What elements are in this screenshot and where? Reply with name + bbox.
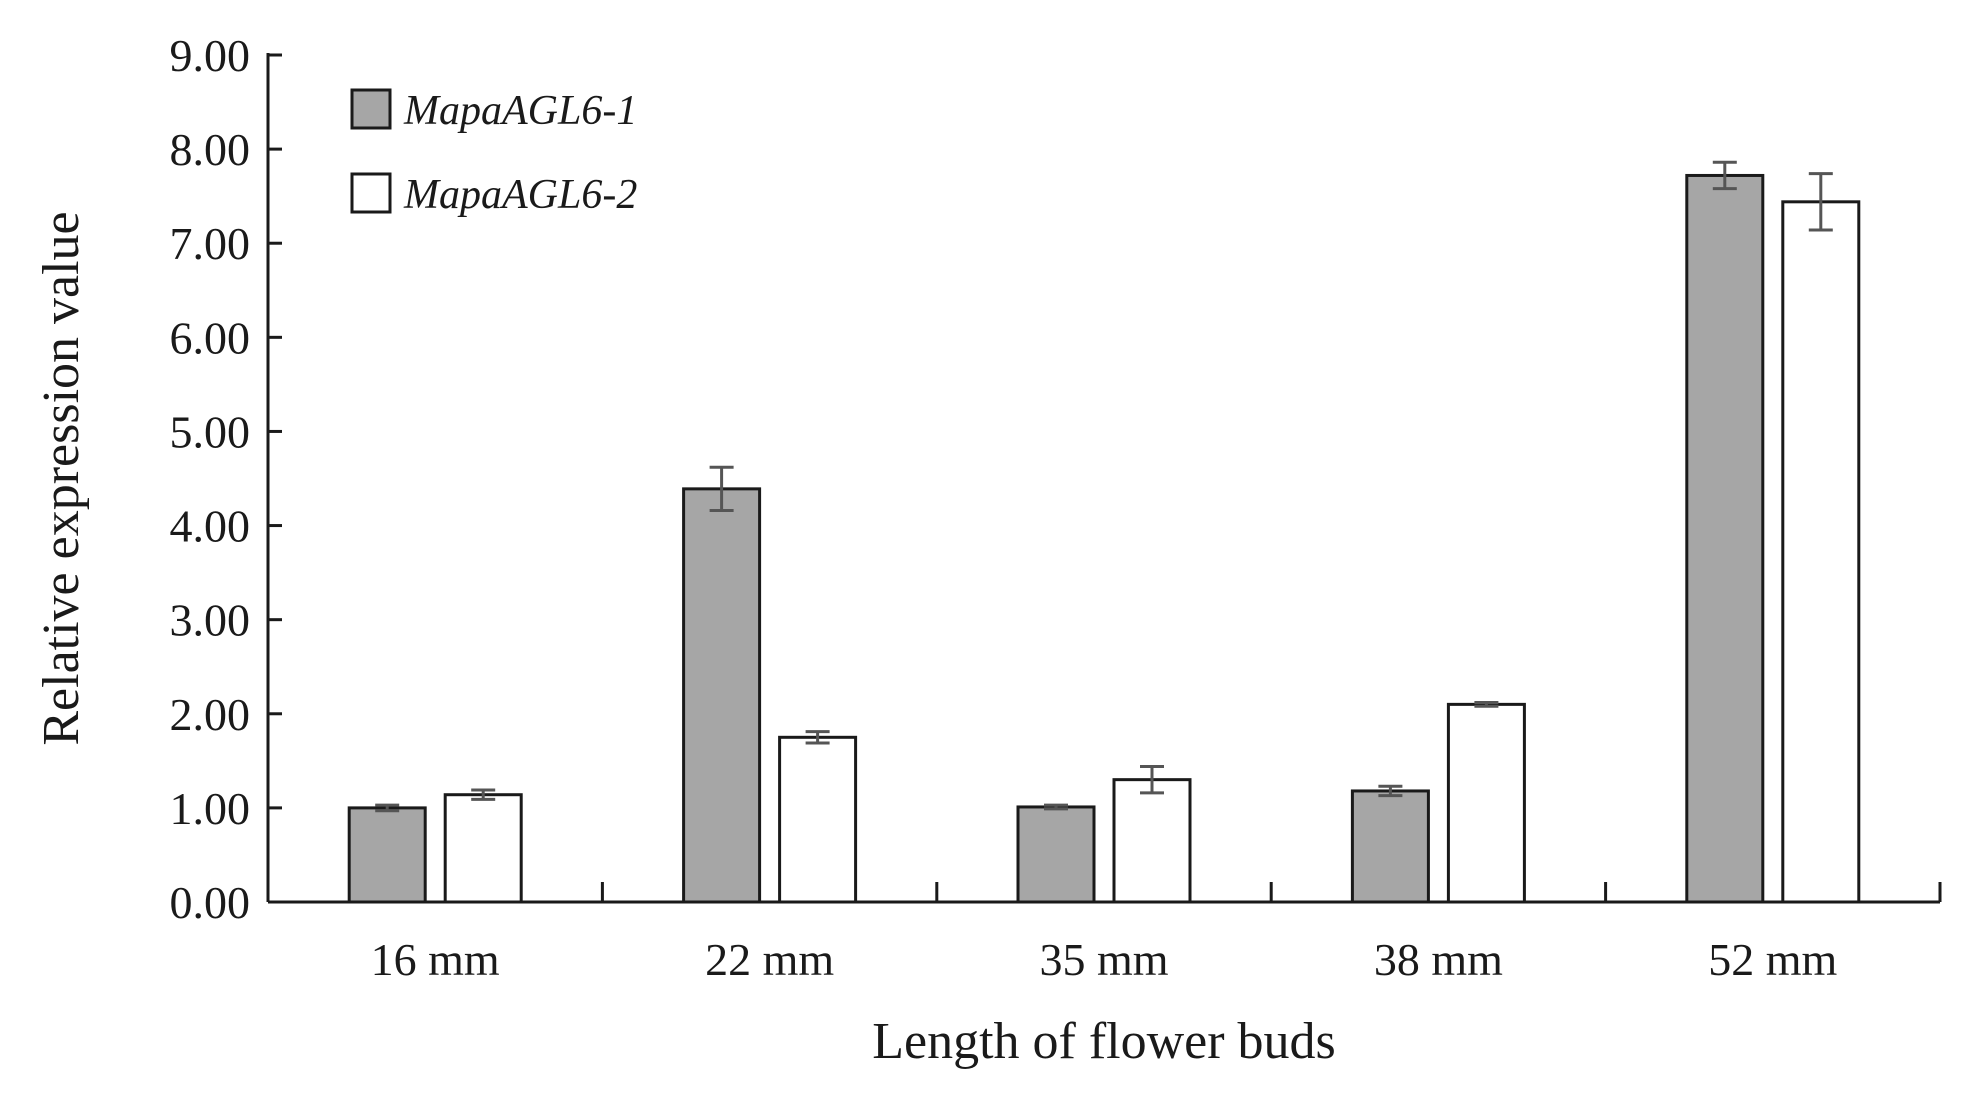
- bar-mapaagl6-1-38mm: [1350, 789, 1430, 904]
- error-bar-mapaagl6-2-35mm: [1140, 764, 1164, 795]
- y-tick-label-4: 4.00: [170, 501, 251, 552]
- category-label-22mm: 22 mm: [705, 934, 834, 985]
- legend-label-mapaagl6-1: MapaAGL6-1: [403, 88, 637, 134]
- bar-mapaagl6-2-22mm: [778, 735, 858, 904]
- category-labels: 16 mm 22 mm 35 mm 38 mm 52 mm: [371, 934, 1838, 985]
- y-tick-label-7: 7.00: [170, 218, 251, 269]
- y-axis-title: Relative expression value: [33, 211, 90, 745]
- y-tick-label-8: 8.00: [170, 124, 251, 175]
- bars: [347, 173, 1861, 904]
- y-tick-label-3: 3.00: [170, 595, 251, 646]
- y-tick-label-0: 0.00: [170, 877, 251, 928]
- category-label-38mm: 38 mm: [1374, 934, 1503, 985]
- category-label-52mm: 52 mm: [1708, 934, 1837, 985]
- bar-mapaagl6-2-16mm: [443, 793, 523, 904]
- y-tick-label-5: 5.00: [170, 406, 251, 457]
- legend: MapaAGL6-1 MapaAGL6-2: [350, 88, 637, 218]
- x-axis-title: Length of flower buds: [872, 1013, 1336, 1070]
- legend-swatch-mapaagl6-1: [350, 88, 392, 130]
- category-label-16mm: 16 mm: [371, 934, 500, 985]
- error-bar-mapaagl6-2-52mm: [1808, 172, 1833, 232]
- y-axis-ticks: 0.00 1.00 2.00 3.00 4.00 5.00 6.00 7.00 8.00 9.00: [170, 30, 282, 928]
- bar-mapaagl6-1-16mm: [347, 806, 427, 904]
- error-bars: [375, 160, 1833, 813]
- legend-swatch-mapaagl6-2: [350, 172, 392, 214]
- axes: [266, 53, 1940, 904]
- bar-mapaagl6-1-52mm: [1685, 173, 1765, 904]
- bar-mapaagl6-2-38mm: [1446, 702, 1526, 904]
- error-bar-mapaagl6-1-16mm: [375, 803, 400, 813]
- bar-mapaagl6-1-35mm: [1016, 805, 1096, 904]
- error-bar-mapaagl6-2-22mm: [805, 730, 830, 745]
- y-tick-label-6: 6.00: [170, 312, 251, 363]
- x-axis-ticks: [600, 882, 1942, 902]
- error-bar-mapaagl6-1-35mm: [1044, 803, 1068, 811]
- bar-mapaagl6-1-22mm: [682, 487, 762, 904]
- error-bar-mapaagl6-1-52mm: [1712, 160, 1737, 191]
- legend-label-mapaagl6-2: MapaAGL6-2: [403, 172, 637, 218]
- error-bar-mapaagl6-1-22mm: [709, 465, 734, 512]
- bar-mapaagl6-2-35mm: [1112, 778, 1192, 904]
- y-tick-label-2: 2.00: [170, 689, 251, 740]
- error-bar-mapaagl6-2-16mm: [471, 788, 496, 801]
- bar-mapaagl6-2-52mm: [1781, 200, 1861, 904]
- y-tick-label-9: 9.00: [170, 30, 251, 81]
- error-bar-mapaagl6-2-38mm: [1474, 700, 1499, 708]
- error-bar-mapaagl6-1-38mm: [1378, 784, 1403, 798]
- y-tick-label-1: 1.00: [170, 783, 251, 834]
- category-label-35mm: 35 mm: [1039, 934, 1168, 985]
